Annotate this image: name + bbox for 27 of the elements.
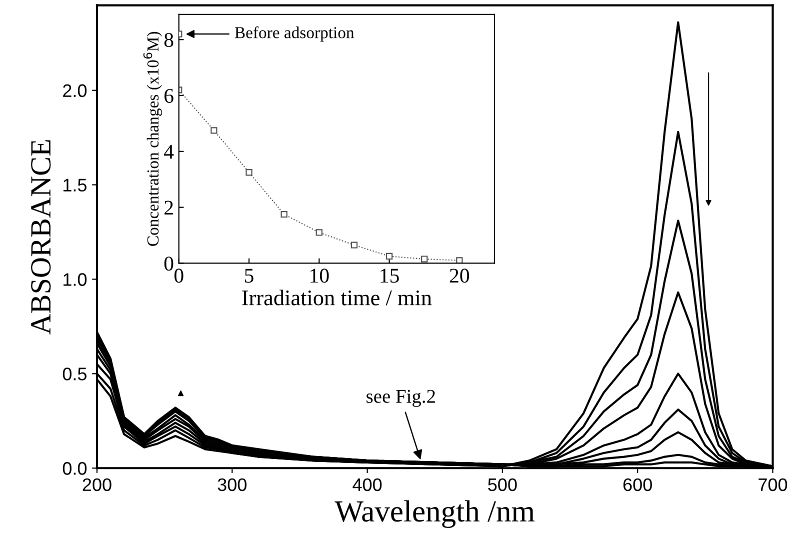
y-axis-title: Concentration changes (x10$^{6}$M) bbox=[143, 32, 162, 246]
y-tick-label: 0.0 bbox=[62, 462, 87, 475]
y-tick-label: 2.0 bbox=[63, 84, 87, 98]
x-tick-label: 0 bbox=[174, 268, 184, 283]
annotation: see Fig.2 bbox=[366, 390, 435, 407]
y-tick-label: 4 bbox=[164, 144, 174, 159]
y-tick-label: 1.5 bbox=[64, 178, 87, 192]
x-axis-title: Wavelength /nm bbox=[334, 500, 535, 528]
y-tick-label: 6 bbox=[164, 88, 174, 103]
y-tick-label: 2 bbox=[164, 200, 173, 215]
x-tick-label: 700 bbox=[758, 478, 788, 492]
x-tick-label: 400 bbox=[352, 478, 382, 492]
x-tick-label: 500 bbox=[488, 478, 517, 492]
y-tick-label: 1.0 bbox=[64, 273, 87, 286]
x-tick-label: 600 bbox=[623, 478, 652, 492]
x-tick-label: 5 bbox=[245, 268, 254, 283]
y-axis-title: ABSORBANCE bbox=[31, 140, 51, 335]
x-axis-title: Irradiation time / min bbox=[242, 290, 432, 306]
x-tick-label: 200 bbox=[82, 478, 112, 492]
y-tick-label: 0.5 bbox=[62, 368, 87, 380]
y-tick-label: 0 bbox=[164, 256, 174, 271]
x-tick-label: 300 bbox=[218, 478, 246, 492]
annotation: Before adsorption bbox=[234, 26, 354, 42]
x-tick-label: 20 bbox=[450, 268, 470, 283]
x-tick-label: 15 bbox=[380, 268, 399, 283]
y-tick-label: 8 bbox=[164, 32, 174, 48]
x-tick-label: 10 bbox=[310, 268, 329, 283]
